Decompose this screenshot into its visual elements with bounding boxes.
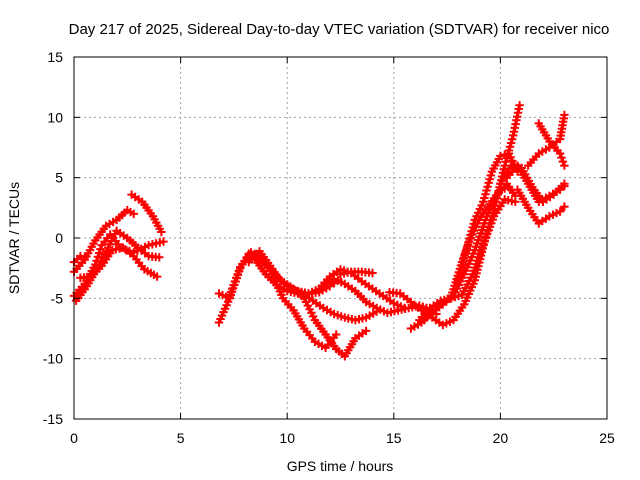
series-arc-22 [502,161,569,206]
data-point-marker [470,263,480,272]
y-tick-label: 10 [47,109,63,125]
data-point-marker [475,232,484,241]
data-point-marker [458,257,468,266]
data-point-marker [157,227,166,237]
data-point-marker [462,245,471,255]
data-point-marker [461,249,470,258]
series-arc-08 [225,248,341,352]
data-point-marker [155,253,164,262]
chart-title: Day 217 of 2025, Sidereal Day-to-day VTE… [69,21,610,38]
data-point-marker [483,182,492,191]
data-point-marker [515,101,524,110]
data-point-marker [332,330,341,339]
data-point-marker [464,238,473,247]
x-tick-label: 20 [493,430,509,446]
tick-layer: 0 5 10 15 20 25 -15 -10 -5 0 5 10 15 [43,49,615,446]
data-point-marker [448,288,457,297]
data-point-marker [560,110,569,120]
grid-layer [74,57,607,419]
data-point-marker [361,326,371,336]
data-point-marker [467,227,476,236]
y-tick-label: 5 [55,170,63,186]
data-point-marker [479,197,488,206]
y-tick-label: 15 [47,49,63,65]
y-axis-label: SDTVAR / TECUs [6,182,22,294]
data-point-marker [482,186,491,195]
y-tick-label: 0 [55,230,63,246]
series-arc-14 [336,267,377,279]
data-point-marker [501,157,510,166]
series-arc-04 [76,243,162,282]
series-arc-21 [513,185,569,228]
series-arc-09 [244,247,381,325]
data-point-marker [225,294,234,303]
series-arc-03 [71,226,164,305]
data-point-marker [507,135,517,144]
data-point-marker [468,223,477,232]
data-point-marker [511,197,520,206]
data-point-marker [80,253,89,262]
x-tick-label: 15 [386,430,402,446]
data-point-marker [76,251,85,261]
series-arc-11 [214,289,234,303]
data-point-marker [555,185,565,194]
data-point-marker [560,161,569,170]
data-point-marker [152,272,162,281]
x-tick-label: 5 [177,430,185,446]
data-point-marker [560,181,569,191]
data-point-marker [555,207,565,216]
x-tick-label: 25 [599,430,615,446]
x-tick-label: 0 [70,430,78,446]
data-point-marker [504,183,514,192]
data-point-marker [480,193,489,203]
series-arc-05 [127,190,166,237]
series-arc-06 [69,251,89,267]
data-point-marker [560,202,569,211]
data-point-marker [478,243,487,252]
data-point-marker [129,209,138,219]
y-tick-label: -5 [51,290,64,306]
data-point-marker [455,268,465,277]
data-point-marker [505,142,515,151]
y-tick-label: -10 [43,351,63,367]
series-arc-01 [69,206,138,276]
data-point-marker [449,285,458,294]
x-axis-label: GPS time / hours [287,458,394,474]
series-layer [69,101,569,361]
series-arc-19 [453,149,522,285]
data-point-marker [486,171,495,180]
data-point-marker [457,260,467,270]
data-point-marker [159,237,168,246]
data-point-marker [368,268,377,278]
data-point-marker [485,175,494,184]
data-point-marker [465,234,474,243]
series-arc-24 [523,110,569,170]
series-arc-23 [534,119,569,170]
data-point-marker [496,151,505,161]
data-point-marker [454,272,463,281]
x-tick-label: 10 [279,430,295,446]
y-tick-label: -15 [43,411,63,427]
